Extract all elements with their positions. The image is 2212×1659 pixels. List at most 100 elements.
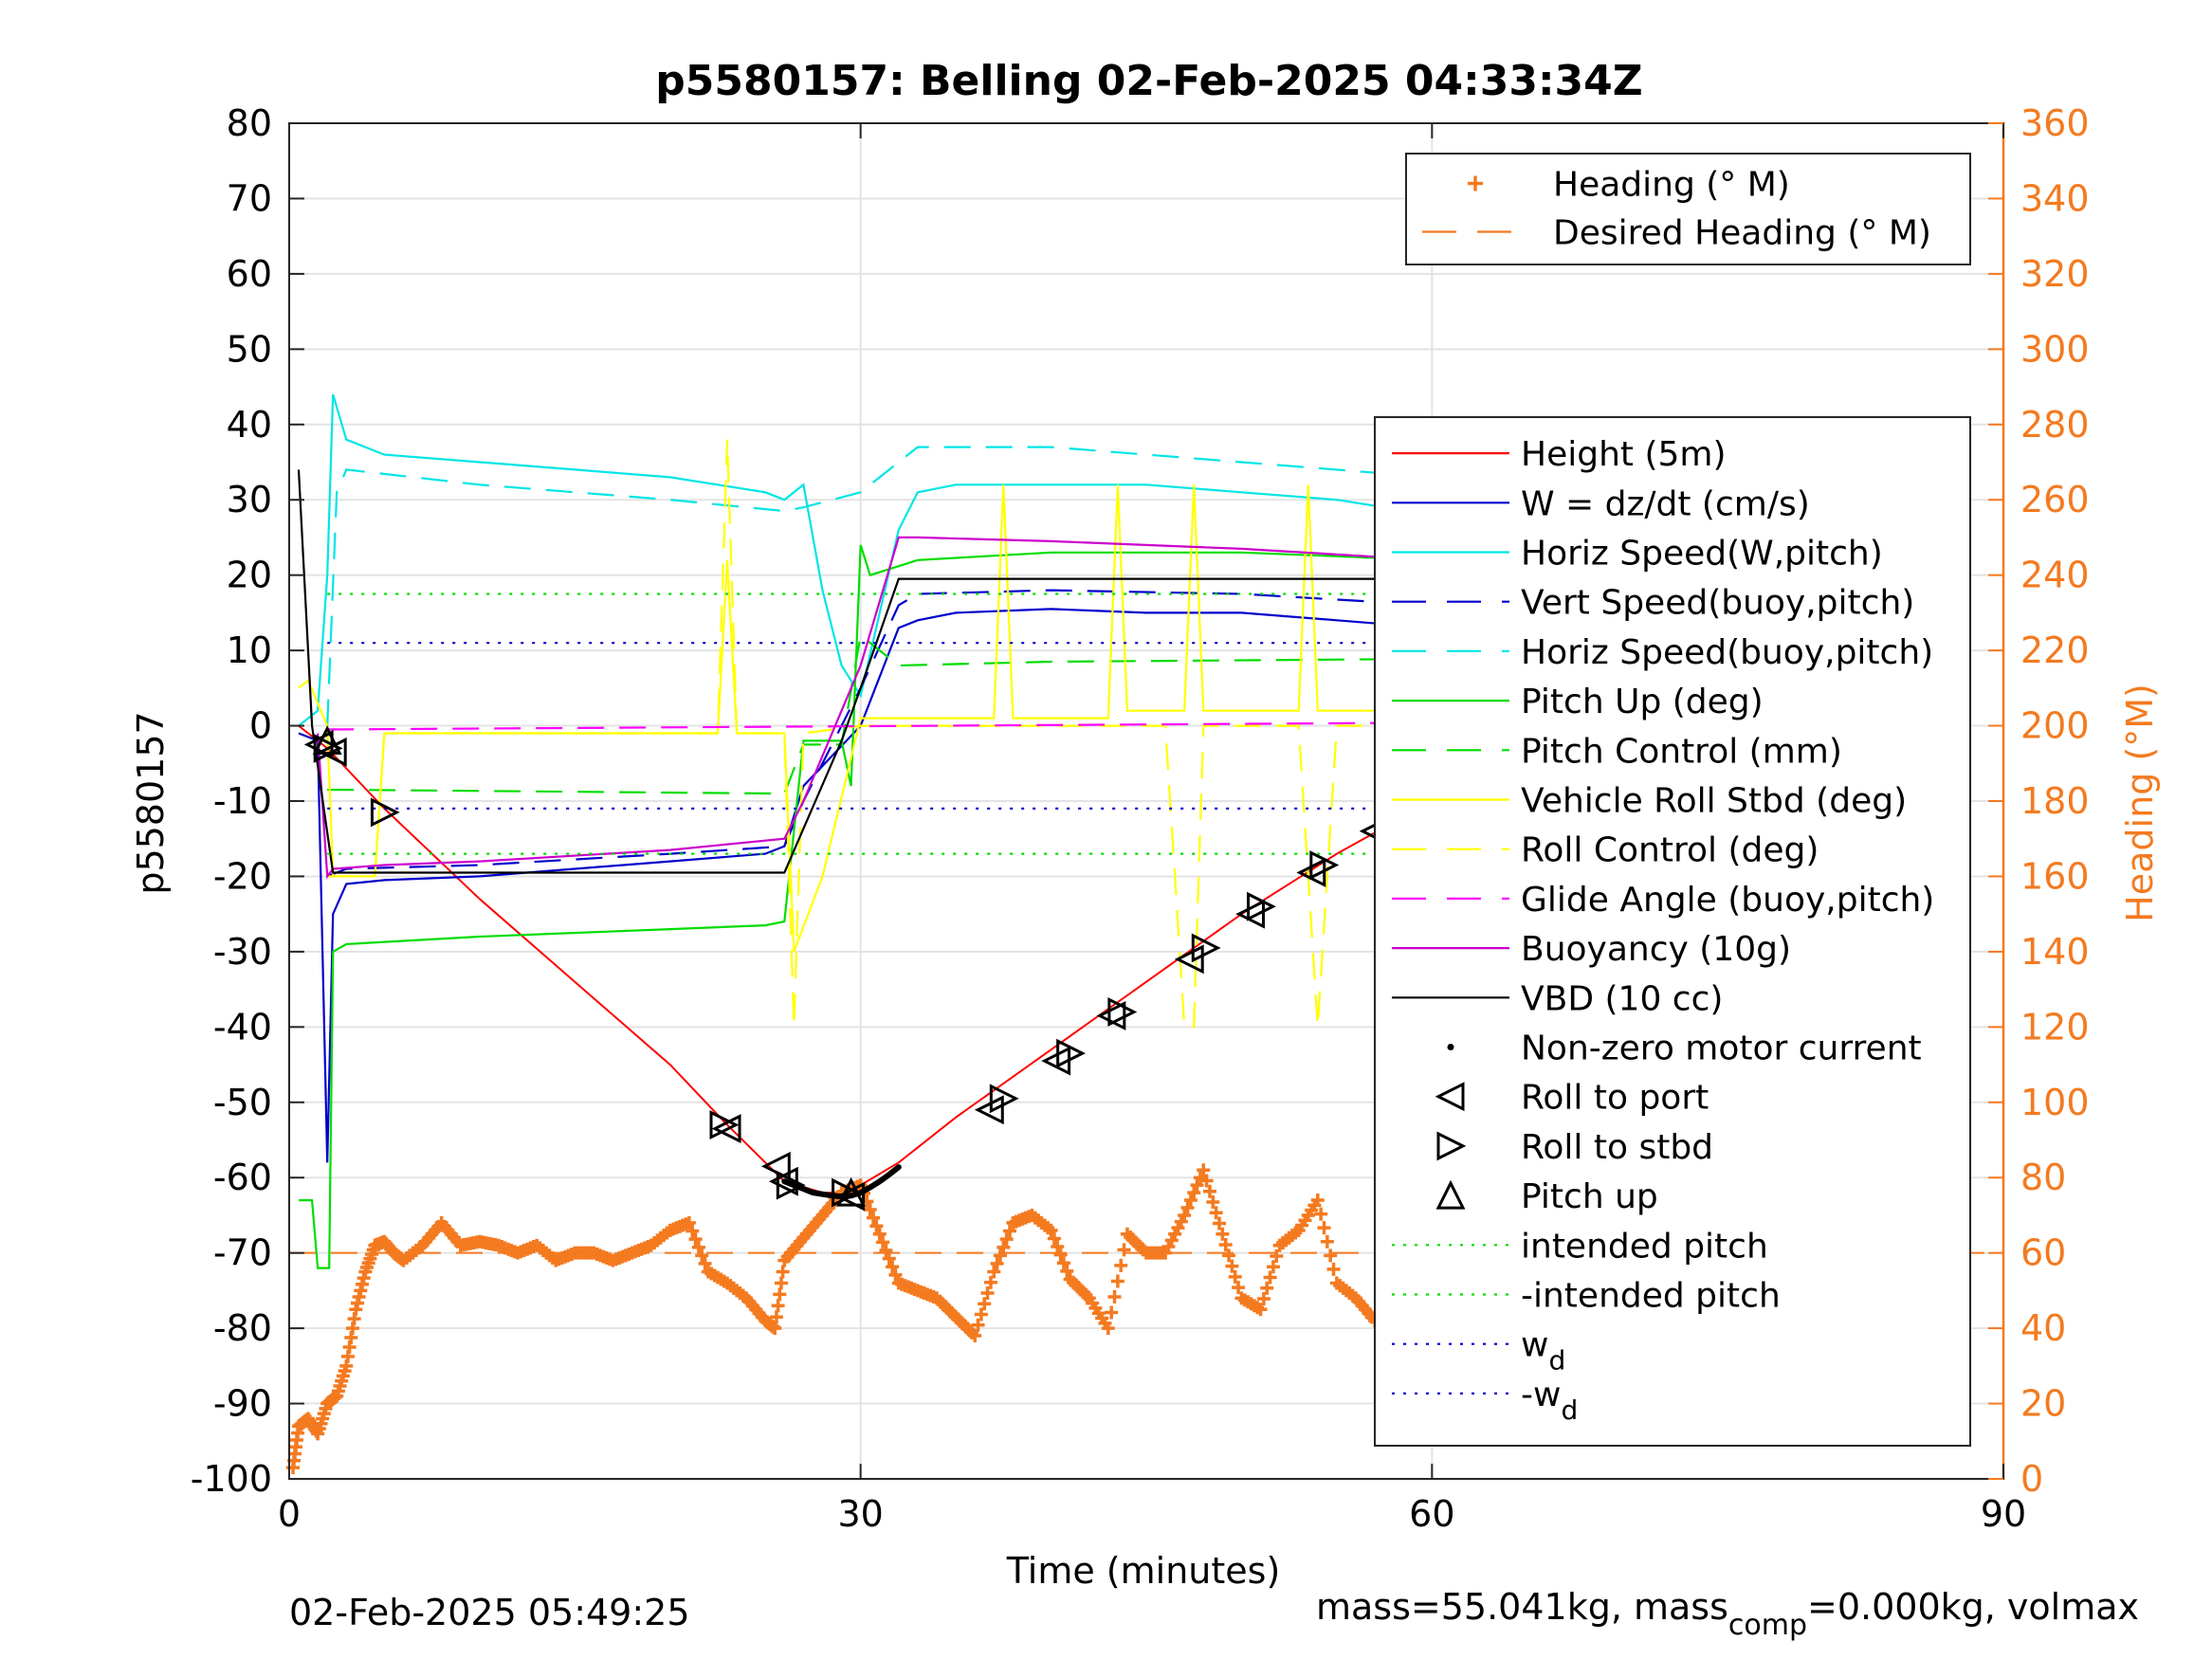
heading-point: [1051, 1240, 1065, 1254]
footer-mass-a: mass=55.041kg, mass: [1316, 1586, 1728, 1628]
heading-point: [691, 1240, 705, 1254]
series-glide-angle-buoy-pitch: [327, 720, 1546, 731]
heading-point: [945, 1306, 960, 1321]
roll-to-stbd-marker: [776, 1170, 806, 1200]
series-w-dz-dt-cm-s: [298, 608, 1547, 1163]
heading-point: [974, 1307, 988, 1322]
heading-point: [1098, 1316, 1112, 1330]
heading-point: [1206, 1195, 1220, 1210]
y2-tick-label: 60: [2020, 1232, 2066, 1274]
heading-point: [1228, 1269, 1242, 1284]
y-tick-label: 10: [227, 629, 272, 671]
roll-to-port-marker: [1235, 899, 1265, 929]
heading-point: [1256, 1292, 1271, 1305]
legend-label: Roll to port: [1521, 1079, 1709, 1118]
y2-tick-label: 80: [2020, 1157, 2066, 1198]
legend-box: [1405, 153, 1971, 265]
pitch-up-marker: [836, 1176, 867, 1207]
heading-point: [1199, 1174, 1214, 1188]
heading-point: [999, 1232, 1014, 1247]
y2-tick-label: 160: [2020, 855, 2090, 897]
y-tick-label: -70: [213, 1232, 272, 1274]
legend-label: Pitch Control (mm): [1521, 732, 1842, 771]
heading-point: [776, 1265, 790, 1279]
roll-to-stbd-marker: [370, 797, 400, 828]
heading-point: [996, 1240, 1011, 1254]
legend-label: Non-zero motor current: [1521, 1030, 1922, 1068]
y2-tick-label: 0: [2020, 1458, 2043, 1500]
heading-point: [1216, 1227, 1230, 1241]
roll-to-stbd-marker: [1247, 891, 1276, 921]
heading-point: [1345, 1288, 1360, 1303]
heading-point: [773, 1287, 787, 1302]
y-tick-label: -100: [191, 1458, 272, 1500]
heading-point: [882, 1251, 896, 1266]
heading-point: [1105, 1305, 1119, 1320]
heading-point: [686, 1224, 700, 1238]
heading-point: [990, 1256, 1004, 1270]
legend-symbol-tri-right: [1436, 1131, 1467, 1161]
heading-point: [769, 1310, 783, 1324]
y2-tick-label: 240: [2020, 555, 2090, 596]
heading-point: [679, 1217, 693, 1231]
legend-label: Pitch Up (deg): [1521, 683, 1764, 721]
roll-to-stbd-marker: [1191, 933, 1221, 963]
heading-point: [1270, 1249, 1284, 1263]
heading-point: [863, 1202, 877, 1216]
y-tick-label: 70: [227, 177, 272, 219]
heading-point: [1041, 1221, 1055, 1235]
heading-point: [1183, 1194, 1197, 1208]
heading-point: [1117, 1243, 1131, 1257]
heading-point: [964, 1325, 978, 1340]
heading-point: [1202, 1184, 1216, 1198]
roll-to-port-marker: [1174, 944, 1204, 975]
heading-point: [1266, 1260, 1280, 1274]
y-tick-label: -10: [213, 780, 272, 822]
y-axis-label: p5580157: [130, 711, 172, 894]
heading-point: [488, 1238, 503, 1252]
heading-point: [1320, 1234, 1334, 1249]
roll-to-stbd-marker: [832, 1177, 861, 1208]
heading-point: [886, 1260, 900, 1274]
y-tick-label: 60: [227, 253, 272, 295]
series-vbd-10-cc: [297, 469, 1546, 874]
y-tick-label: -40: [213, 1006, 272, 1048]
heading-point: [993, 1249, 1007, 1263]
heading-point: [698, 1256, 712, 1270]
y2-tick-label: 320: [2020, 253, 2090, 295]
heading-point: [1155, 1246, 1169, 1260]
heading-point: [1326, 1262, 1341, 1276]
y-tick-label: -80: [213, 1307, 272, 1349]
heading-point: [1190, 1178, 1204, 1193]
heading-point: [736, 1288, 750, 1303]
legend-label: -wd: [1521, 1376, 1578, 1426]
y2-tick-label: 100: [2020, 1082, 2090, 1123]
legend-label: intended pitch: [1521, 1227, 1768, 1266]
y-tick-label: -90: [213, 1383, 272, 1425]
legend-label: Glide Angle (buoy,pitch): [1521, 881, 1934, 920]
y2-tick-label: 340: [2020, 177, 2090, 219]
heading-point: [622, 1247, 636, 1261]
y2-tick-label: 120: [2020, 1006, 2090, 1048]
y-tick-label: 80: [227, 102, 272, 144]
heading-point: [983, 1275, 997, 1289]
heading-point: [794, 1234, 808, 1249]
legend-label: Buoyancy (10g): [1521, 930, 1791, 969]
y-tick-label: -20: [213, 855, 272, 897]
heading-point: [1263, 1270, 1277, 1285]
heading-point: [774, 1276, 788, 1290]
heading-point: [1180, 1201, 1195, 1214]
legend-label: -intended pitch: [1521, 1277, 1781, 1316]
heading-point: [1187, 1186, 1201, 1200]
y2-tick-label: 40: [2020, 1307, 2066, 1349]
heading-point: [1260, 1281, 1274, 1295]
footer-timestamp: 02-Feb-2025 05:49:25: [289, 1592, 690, 1633]
heading-point: [888, 1267, 903, 1282]
legend-label: Desired Heading (° M): [1553, 214, 1931, 253]
heading-point: [1174, 1214, 1188, 1229]
y2-tick-label: 140: [2020, 931, 2090, 973]
heading-point: [971, 1318, 985, 1332]
legend-label: Vehicle Roll Stbd (deg): [1521, 782, 1907, 821]
heading-point: [1107, 1290, 1122, 1304]
heading-point: [1218, 1238, 1233, 1252]
